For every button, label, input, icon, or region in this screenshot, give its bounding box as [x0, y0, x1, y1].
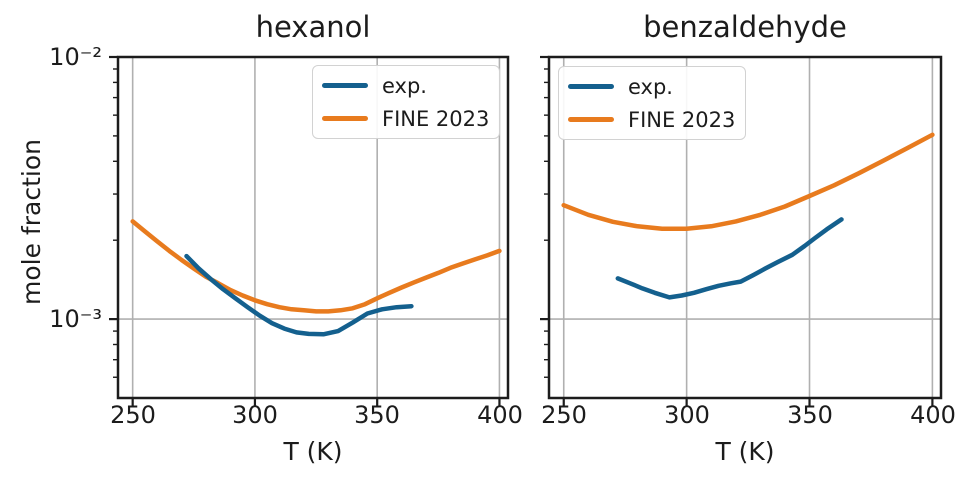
x-axis-label-left: T (K): [283, 437, 343, 466]
legend-hexanol: exp. FINE 2023: [312, 65, 500, 139]
x-tick-label: 350: [787, 401, 833, 429]
subplot-title-hexanol: hexanol: [255, 10, 371, 44]
x-tick-label: 300: [664, 401, 710, 429]
legend-benzaldehyde: exp. FINE 2023: [558, 66, 746, 140]
y-axis-label: mole fraction: [17, 139, 46, 305]
x-tick-label: 300: [232, 401, 278, 429]
legend-entry-fine-2023: FINE 2023: [559, 103, 745, 136]
exp-line-swatch: [568, 84, 614, 89]
exp-curve-hexanol: [184, 253, 414, 337]
axes-spines: [547, 55, 943, 400]
y-tick-label-1e-2: 10⁻²: [49, 43, 102, 71]
legend-entry-exp: exp.: [559, 70, 745, 103]
x-tick-label: 250: [110, 401, 156, 429]
legend-entry-exp: exp.: [313, 69, 499, 102]
legend-entry-fine-2023: FINE 2023: [313, 102, 499, 135]
x-tick-label: 250: [541, 401, 587, 429]
exp-line-swatch: [322, 83, 368, 88]
legend-label-fine-2023: FINE 2023: [382, 106, 490, 131]
y-tick-label-1e-3: 10⁻³: [49, 305, 102, 333]
legend-label-exp: exp.: [382, 73, 427, 98]
subplot-title-benzaldehyde: benzaldehyde: [643, 10, 847, 44]
x-tick-label: 350: [354, 401, 400, 429]
x-axis-label-right: T (K): [715, 437, 775, 466]
x-tick-label: 400: [910, 401, 956, 429]
legend-label-exp: exp.: [628, 74, 673, 99]
fine-2023-line-swatch: [322, 116, 368, 121]
x-tick-label: 400: [477, 401, 523, 429]
fine-2023-curve-benzaldehyde: [561, 132, 935, 232]
legend-label-fine-2023: FINE 2023: [628, 107, 736, 132]
fine-2023-curve-hexanol: [130, 219, 502, 314]
exp-curve-benzaldehyde: [615, 217, 844, 300]
fine-2023-line-swatch: [568, 117, 614, 122]
axes-spines: [116, 55, 510, 400]
